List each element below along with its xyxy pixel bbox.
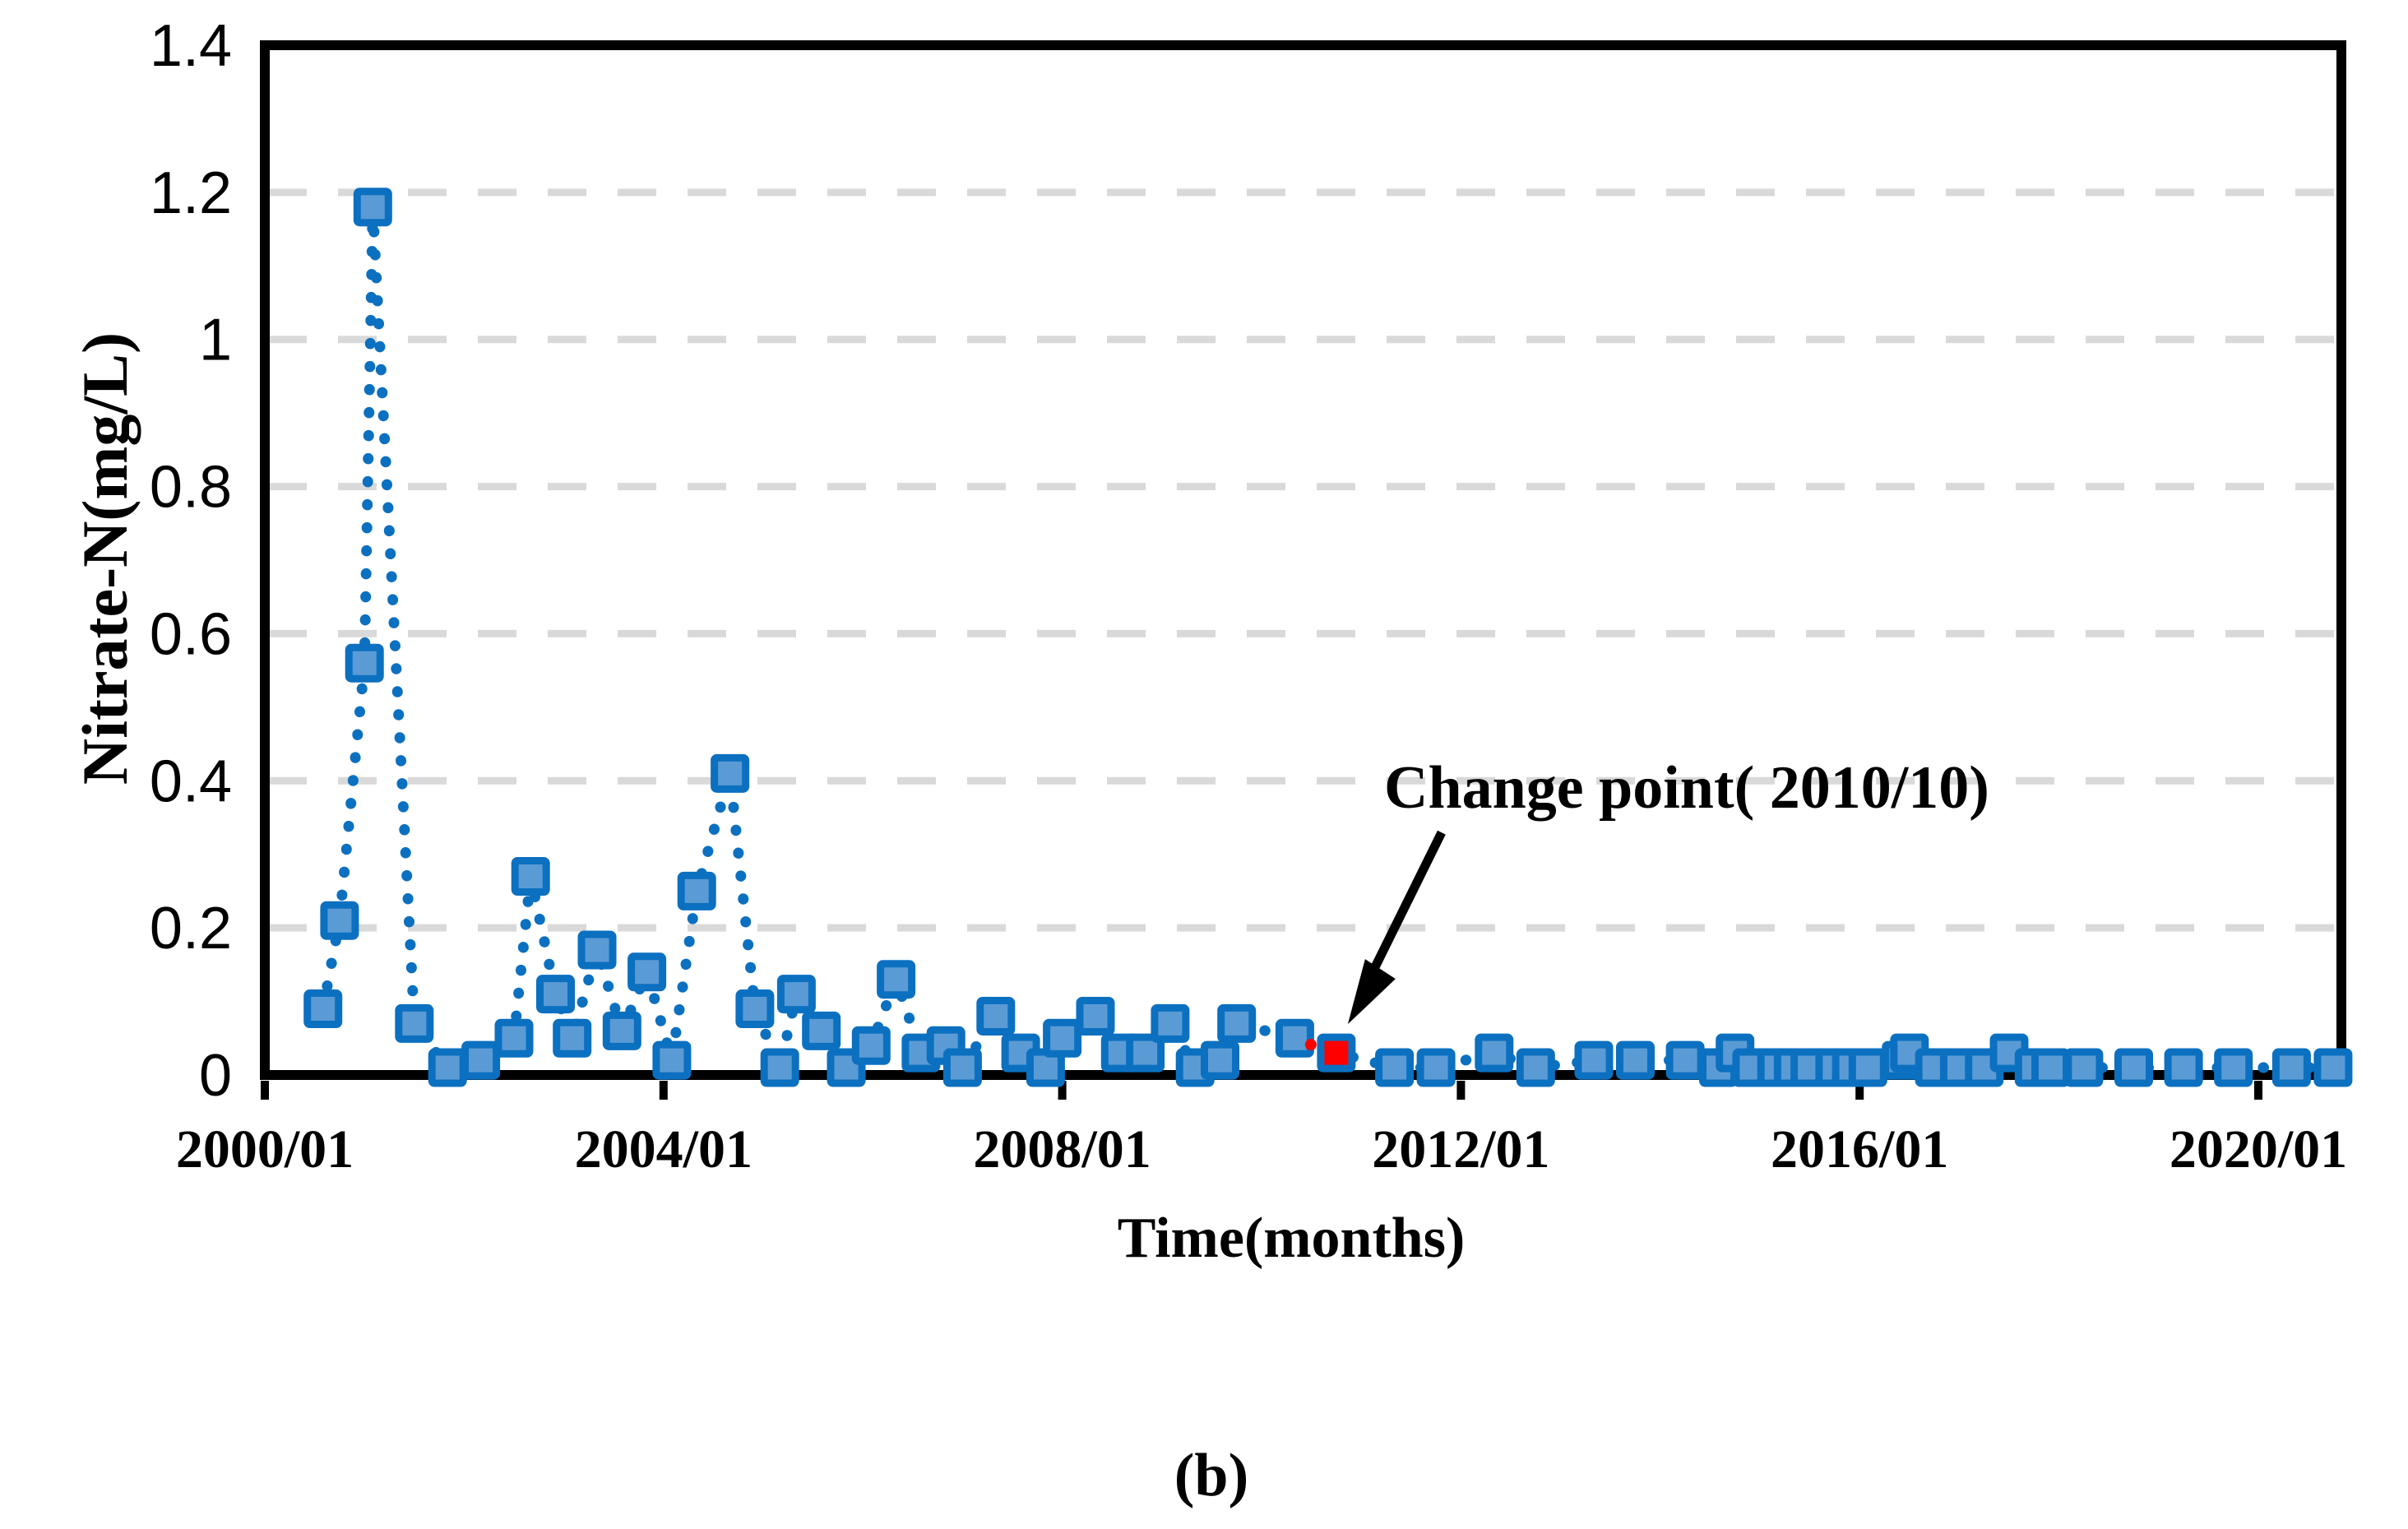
gridlines (268, 188, 2338, 932)
data-point-marker (1275, 1018, 1314, 1058)
x-tick-labels: 2000/01 2004/01 2008/01 2012/01 2016/01 2020/… (176, 1119, 2347, 1179)
annotation-arrow (1347, 830, 1446, 1025)
data-point-marker (2031, 1048, 2070, 1087)
y-tick-labels: 0 0.2 0.4 0.6 0.8 1 1.2 1.4 (150, 13, 232, 1109)
data-point-marker (1217, 1003, 1257, 1043)
data-point-marker (942, 1048, 982, 1087)
y-tick-label: 1.2 (150, 160, 232, 226)
data-point-marker (1151, 1003, 1190, 1043)
data-point-marker (677, 871, 716, 910)
x-tick-label: 2016/01 (1771, 1119, 1948, 1179)
data-point-marker (2064, 1048, 2104, 1087)
change-point-marker (1317, 1033, 1356, 1073)
x-tick-label: 2008/01 (973, 1119, 1151, 1179)
data-point-marker (577, 930, 617, 970)
y-axis-title: Nitrate-N(mg/L) (69, 332, 141, 785)
x-tick-label: 2020/01 (2170, 1119, 2347, 1179)
data-point-marker (976, 996, 1016, 1036)
data-point-marker (1076, 996, 1115, 1036)
data-point-marker (1848, 1048, 1887, 1087)
data-point-marker (303, 989, 343, 1029)
data-point-marker (1475, 1033, 1514, 1073)
data-point-marker (1043, 1018, 1082, 1058)
data-point-marker (511, 857, 550, 897)
data-point-marker (320, 901, 359, 940)
data-point-marker (627, 952, 667, 992)
data-point-marker (711, 753, 750, 793)
dotted-line (317, 206, 2339, 1086)
x-axis-title: Time(months) (1118, 1207, 1466, 1270)
data-point-marker (1616, 1040, 1655, 1080)
y-tick-label: 0.6 (150, 601, 232, 667)
arrow-shaft (1368, 830, 1446, 975)
x-tick-label: 2000/01 (176, 1119, 354, 1179)
data-point-marker (1201, 1040, 1239, 1080)
data-point-marker (2271, 1048, 2311, 1087)
red-connector-dot (1304, 1039, 1317, 1051)
data-point-marker (602, 1011, 641, 1050)
data-point-marker (536, 975, 575, 1014)
data-point-marker (1516, 1048, 1555, 1087)
data-point-marker (2164, 1048, 2203, 1087)
data-point-marker (760, 1048, 799, 1087)
data-point-marker (1375, 1048, 1415, 1087)
data-point-marker (1665, 1040, 1705, 1080)
y-tick-label: 1.4 (150, 13, 232, 79)
data-point-marker (877, 960, 916, 999)
data-point-marker (1574, 1040, 1614, 1080)
change-point-annotation: Change point( 2010/10) (1384, 754, 1989, 822)
data-point-marker (802, 1011, 841, 1050)
data-point-marker (461, 1040, 501, 1080)
y-tick-label: 0.2 (150, 896, 232, 961)
data-point-marker (1416, 1048, 1456, 1087)
data-point-marker (494, 1018, 534, 1058)
y-tick-label: 0.8 (150, 455, 232, 521)
data-point-marker (851, 1026, 891, 1065)
data-point-marker (395, 1003, 434, 1043)
plot-border (260, 40, 2346, 1080)
series-dotted-line (317, 206, 2339, 1086)
y-tick-label: 1 (199, 308, 232, 373)
y-tick-label: 0.4 (150, 748, 232, 814)
data-point-marker (1126, 1033, 1165, 1073)
data-point-marker (2114, 1048, 2153, 1087)
data-point-marker (652, 1040, 692, 1080)
axis-frame (260, 40, 2346, 1080)
arrow-head (1347, 959, 1396, 1025)
x-tick-label: 2004/01 (575, 1119, 752, 1179)
data-point-marker (2214, 1048, 2253, 1087)
data-point-marker (353, 188, 392, 227)
y-tick-label: 0 (199, 1043, 232, 1109)
data-point-marker (735, 989, 775, 1029)
data-point-marker (428, 1048, 467, 1087)
data-point-marker (2313, 1048, 2353, 1087)
x-tick-label: 2012/01 (1372, 1119, 1549, 1179)
data-point-marker (553, 1018, 592, 1058)
series-markers (303, 188, 2353, 1087)
data-point-marker (345, 643, 384, 683)
data-point-marker (776, 975, 816, 1014)
figure-caption: (b) (1174, 1442, 1248, 1509)
